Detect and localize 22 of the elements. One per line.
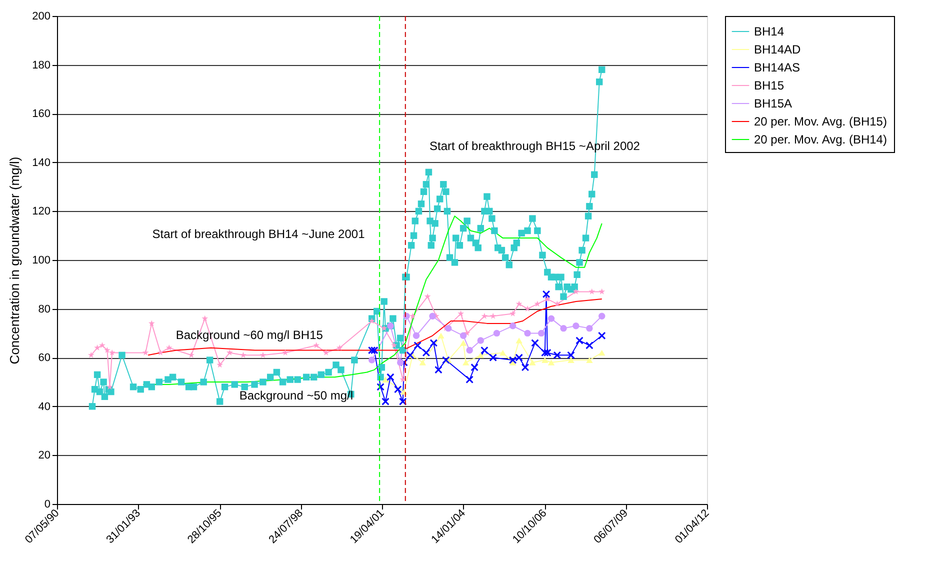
legend-label: BH15 xyxy=(754,78,784,92)
legend-label: BH15A xyxy=(754,96,792,110)
y-tick-label: 140 xyxy=(32,156,50,169)
annotation: Background ~50 mg/l xyxy=(239,388,354,403)
y-tick-label: 60 xyxy=(38,352,50,364)
y-tick-label: 100 xyxy=(32,254,50,266)
y-tick-label: 0 xyxy=(44,498,50,510)
legend-label: 20 per. Mov. Avg. (BH14) xyxy=(754,132,887,146)
annotation: Start of breakthrough BH14 ~June 2001 xyxy=(152,227,366,242)
legend-label: BH14AD xyxy=(754,42,802,56)
y-axis-title: Concentration in groundwater (mg/l) xyxy=(7,156,22,364)
y-tick-label: 200 xyxy=(32,10,50,22)
annotation: Background ~60 mg/l BH15 xyxy=(176,328,324,342)
y-tick-label: 120 xyxy=(32,206,50,218)
legend-label: 20 per. Mov. Avg. (BH15) xyxy=(754,114,887,128)
y-tick-label: 160 xyxy=(32,108,50,120)
y-tick-label: 20 xyxy=(38,450,50,462)
legend-label: BH14 xyxy=(754,24,784,38)
legend-label: BH14AS xyxy=(754,60,800,74)
y-tick-label: 80 xyxy=(38,303,50,316)
y-tick-label: 40 xyxy=(38,400,50,413)
y-tick-label: 180 xyxy=(32,59,50,72)
